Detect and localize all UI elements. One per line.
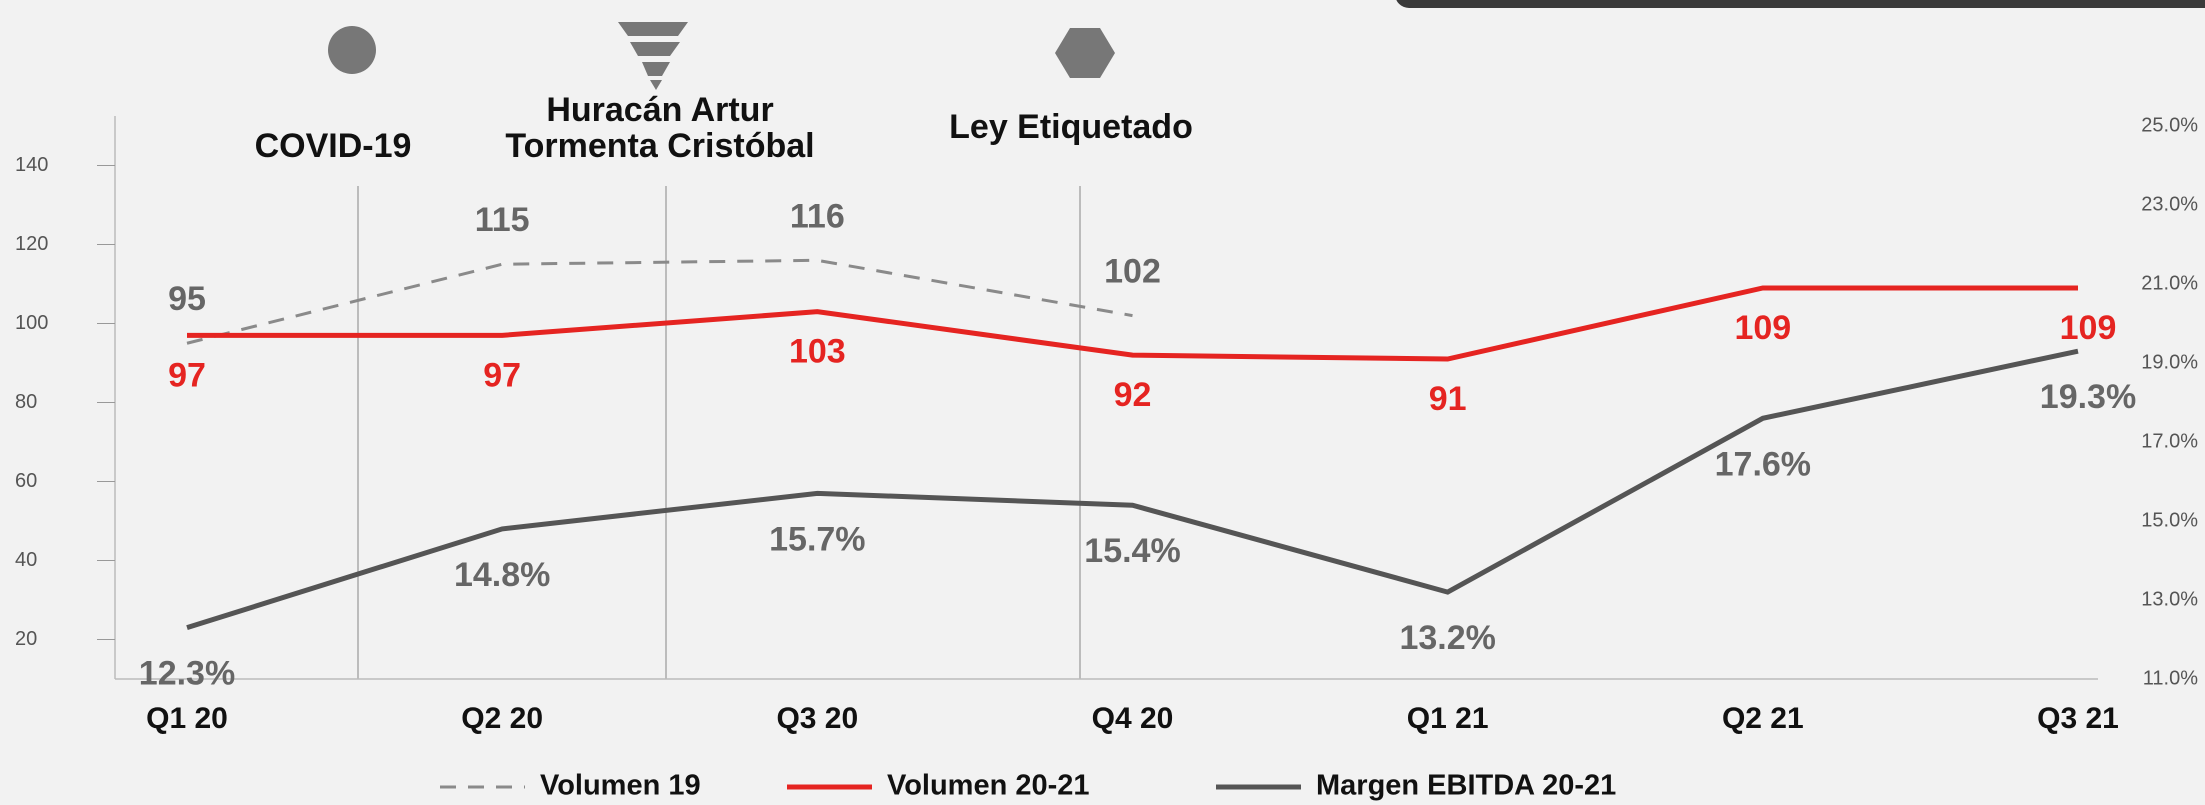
virus-icon <box>328 26 376 74</box>
y2-tick-label: 19.0% <box>2141 351 2198 373</box>
data-label: 17.6% <box>1715 445 1811 483</box>
data-label: 12.3% <box>139 655 235 693</box>
event-title: Huracán Artur <box>546 91 773 129</box>
data-label: 15.4% <box>1084 532 1180 570</box>
y-tick-label: 140 <box>15 154 48 176</box>
data-label: 92 <box>1114 376 1152 414</box>
legend-label: Margen EBITDA 20-21 <box>1316 770 1616 802</box>
data-label: 102 <box>1104 253 1161 291</box>
x-tick-label: Q3 21 <box>2037 702 2119 735</box>
data-label: 91 <box>1429 380 1467 418</box>
photo-strip <box>1395 0 2205 8</box>
y2-tick-label: 21.0% <box>2141 272 2198 294</box>
x-tick-label: Q2 21 <box>1722 702 1804 735</box>
x-tick-label: Q4 20 <box>1092 702 1174 735</box>
y2-tick-label: 17.0% <box>2141 430 2198 452</box>
data-label: 109 <box>1734 309 1791 347</box>
x-tick-label: Q1 20 <box>146 702 228 735</box>
y2-tick-label: 25.0% <box>2141 114 2198 136</box>
legend-label: Volumen 20-21 <box>887 770 1090 802</box>
y-tick-label: 20 <box>15 628 37 650</box>
y-tick-label: 100 <box>15 312 48 334</box>
data-label: 109 <box>2060 309 2117 347</box>
data-label: 97 <box>168 356 206 394</box>
y2-tick-label: 15.0% <box>2141 509 2198 531</box>
y-tick-label: 40 <box>15 549 37 571</box>
x-tick-label: Q1 21 <box>1407 702 1489 735</box>
y-tick-label: 120 <box>15 233 48 255</box>
y-tick-label: 60 <box>15 470 37 492</box>
y-tick-label: 80 <box>15 391 37 413</box>
data-label: 19.3% <box>2040 378 2136 416</box>
data-label: 116 <box>790 197 845 235</box>
x-tick-label: Q3 20 <box>776 702 858 735</box>
legend-label: Volumen 19 <box>540 770 701 802</box>
data-label: 115 <box>475 201 530 239</box>
x-tick-label: Q2 20 <box>461 702 543 735</box>
data-label: 97 <box>483 356 521 394</box>
event-title: Tormenta Cristóbal <box>505 127 814 165</box>
data-label: 13.2% <box>1399 619 1495 657</box>
y2-tick-label: 11.0% <box>2143 667 2198 689</box>
y2-tick-label: 23.0% <box>2141 193 2198 215</box>
data-label: 14.8% <box>454 556 550 594</box>
chart: COVID-19 Huracán Artur Tormenta Cristóba… <box>0 0 2205 805</box>
y2-tick-label: 13.0% <box>2141 588 2198 610</box>
event-title: COVID-19 <box>255 127 412 165</box>
event-title: Ley Etiquetado <box>949 108 1193 146</box>
data-label: 15.7% <box>769 520 865 558</box>
data-label: 103 <box>789 333 846 371</box>
data-label: 95 <box>168 280 206 318</box>
